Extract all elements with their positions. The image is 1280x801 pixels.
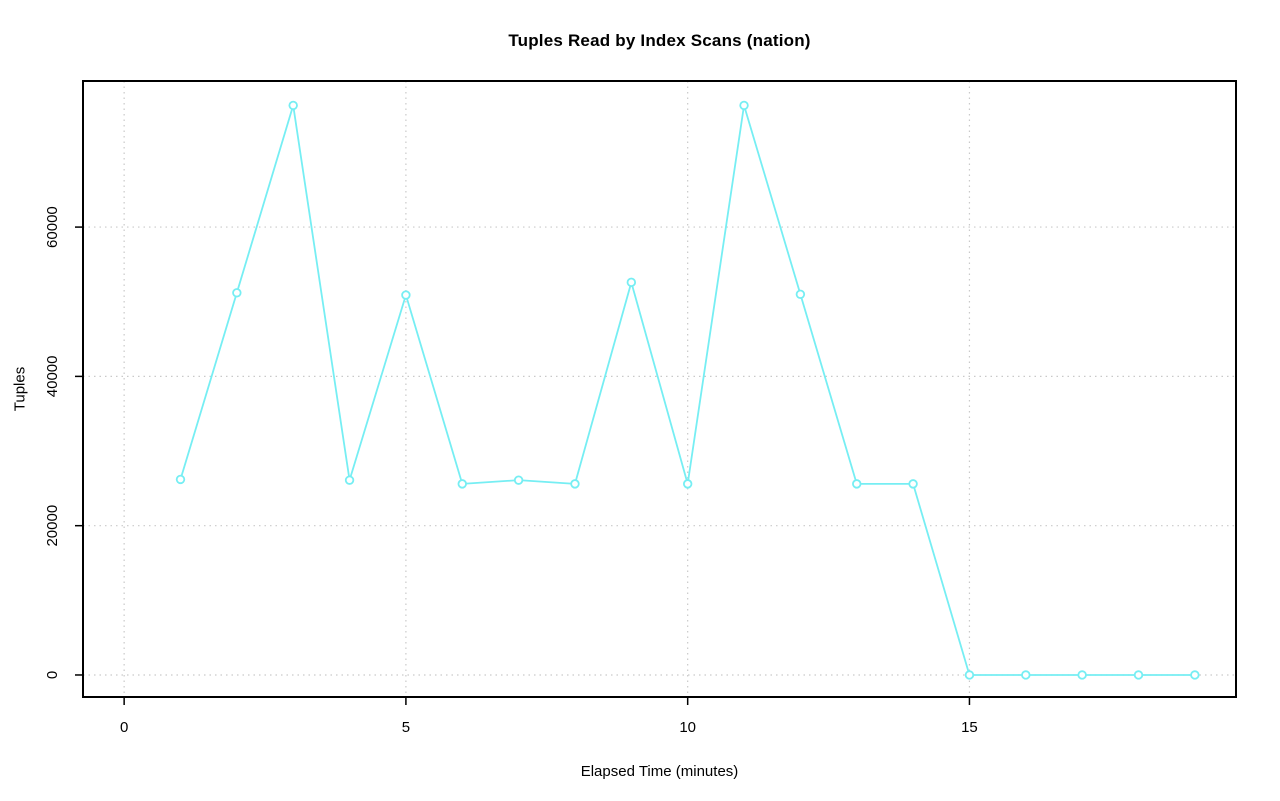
x-tick-label-0: 0 — [120, 719, 128, 736]
data-point-5 — [401, 290, 411, 300]
y-tick-label-1: 20000 — [44, 505, 61, 547]
plot-border — [82, 80, 1237, 698]
y-tick-label-3: 60000 — [44, 206, 61, 248]
y-tick-label-0: 0 — [44, 671, 61, 679]
data-point-10 — [682, 479, 693, 489]
data-point-16 — [1021, 670, 1031, 680]
data-point-15 — [964, 670, 975, 680]
data-point-2 — [232, 288, 242, 298]
data-point-13 — [852, 479, 862, 489]
data-point-19 — [1190, 670, 1200, 680]
y-axis-label: Tuples — [11, 366, 29, 412]
data-point-8 — [570, 479, 580, 489]
data-point-4 — [344, 475, 355, 485]
data-point-18 — [1133, 670, 1144, 680]
data-point-11 — [739, 100, 749, 111]
data-point-1 — [175, 474, 186, 485]
data-point-3 — [288, 100, 298, 111]
data-point-7 — [513, 475, 524, 485]
x-tick-label-3: 15 — [961, 719, 978, 736]
x-axis-label: Elapsed Time (minutes) — [580, 763, 739, 780]
data-point-6 — [457, 479, 467, 489]
data-point-9 — [626, 277, 637, 288]
chart-title: Tuples Read by Index Scans (nation) — [508, 31, 811, 50]
data-point-17 — [1077, 670, 1087, 680]
data-point-14 — [908, 479, 918, 489]
x-tick-label-2: 10 — [679, 719, 696, 736]
data-point-12 — [795, 289, 806, 299]
x-tick-label-1: 5 — [402, 719, 410, 736]
y-tick-label-2: 40000 — [44, 356, 61, 398]
